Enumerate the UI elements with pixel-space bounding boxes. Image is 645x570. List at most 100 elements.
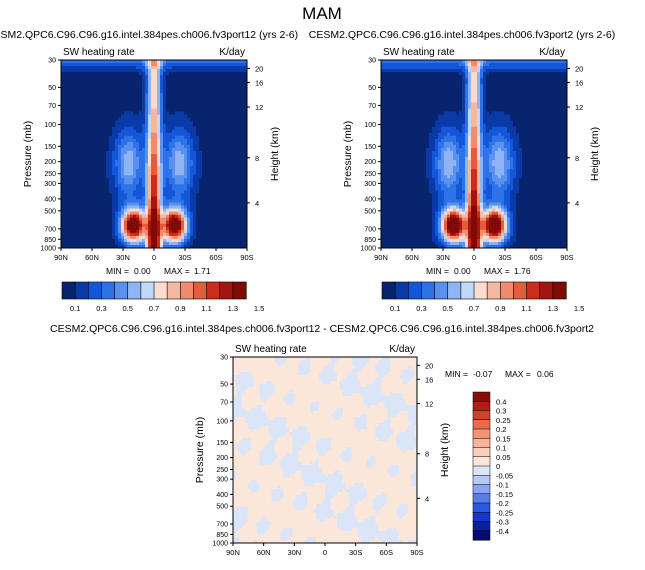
x-tick-label: 90N: [374, 253, 388, 262]
panel-title: CESM2.QPC6.C96.C96.g16.intel.384pes.ch00…: [0, 29, 298, 41]
y-tick-label: 700: [216, 522, 228, 529]
x-tick-label: 60S: [529, 253, 542, 262]
min-value: 0.00: [454, 266, 471, 276]
y-axis-label-right: Height (km): [589, 127, 601, 181]
y-right-tick-label: 16: [255, 79, 263, 88]
y-tick-label: 500: [364, 208, 376, 215]
panel-subtitle-right: K/day: [219, 47, 245, 58]
y-axis-label-right: Height (km): [439, 423, 451, 477]
y-tick-label: 250: [364, 171, 376, 178]
y-tick-label: 250: [216, 467, 228, 474]
y-right-tick-label: 12: [575, 103, 583, 112]
y-tick-label: 1000: [360, 246, 376, 253]
max-value: 1.76: [514, 266, 531, 276]
y-tick-label: 30: [368, 58, 376, 65]
x-tick-label: 90S: [240, 253, 253, 262]
y-tick-label: 100: [44, 122, 56, 129]
panel-title: CESM2.QPC6.C96.C96.g16.intel.384pes.ch00…: [309, 29, 615, 41]
colorbar-label: 1.1: [201, 304, 211, 313]
y-tick-label: 70: [220, 399, 228, 406]
y-tick-label: 150: [216, 440, 228, 447]
colorbar-label: -0.4: [496, 527, 509, 536]
x-tick-label: 0: [323, 548, 327, 557]
y-tick-label: 850: [44, 237, 56, 244]
x-tick-label: 30S: [178, 253, 191, 262]
max-label: MAX =: [484, 266, 510, 276]
right-panel: CESM2.QPC6.C96.C96.g16.intel.384pes.ch00…: [309, 29, 615, 313]
x-tick-label: 90N: [54, 253, 68, 262]
colorbar-box: [473, 429, 490, 439]
colorbar-box: [473, 522, 490, 532]
min-label: MIN =: [106, 266, 129, 276]
y-right-tick-label: 20: [425, 361, 433, 370]
y-tick-label: 1000: [40, 246, 56, 253]
y-tick-label: 50: [368, 85, 376, 92]
colorbar-label: 0.15: [496, 434, 511, 443]
y-right-tick-label: 16: [575, 79, 583, 88]
y-right-tick-label: 20: [255, 64, 263, 73]
y-right-tick-label: 4: [425, 494, 429, 503]
y-tick-label: 100: [364, 122, 376, 129]
colorbar-box: [180, 282, 193, 299]
colorbar-box: [382, 282, 395, 299]
colorbar-box: [141, 282, 154, 299]
colorbar-box: [75, 282, 88, 299]
colorbar-label: 0.7: [149, 304, 159, 313]
colorbar-box: [473, 494, 490, 504]
colorbar-label: 1.5: [254, 304, 264, 313]
y-right-tick-label: 8: [575, 154, 579, 163]
max-label: MAX =: [505, 369, 531, 379]
y-tick-label: 150: [364, 144, 376, 151]
colorbar-label: -0.2: [496, 499, 509, 508]
x-tick-label: 30S: [349, 548, 362, 557]
y-right-tick-label: 8: [255, 154, 259, 163]
y-tick-label: 100: [216, 418, 228, 425]
figure-title: MAM: [302, 4, 342, 23]
y-tick-label: 50: [220, 382, 228, 389]
colorbar-label: 0.2: [496, 425, 506, 434]
x-tick-label: 0: [152, 253, 156, 262]
colorbar-box: [473, 512, 490, 522]
colorbar-label: 0.9: [495, 304, 505, 313]
y-right-tick-label: 8: [425, 450, 429, 459]
left-panel: CESM2.QPC6.C96.C96.g16.intel.384pes.ch00…: [0, 29, 298, 313]
x-tick-label: 60N: [85, 253, 99, 262]
colorbar-box: [473, 420, 490, 430]
heatmap-field: [61, 60, 247, 248]
colorbar-box: [473, 466, 490, 476]
y-right-tick-label: 4: [255, 199, 259, 208]
colorbar-label: 0.3: [496, 407, 506, 416]
x-tick-label: 90S: [560, 253, 573, 262]
colorbar-label: -0.1: [496, 481, 509, 490]
min-label: MIN =: [445, 369, 468, 379]
colorbar-label: -0.25: [496, 508, 513, 517]
min-value: 0.00: [134, 266, 151, 276]
colorbar-label: 0.1: [496, 444, 506, 453]
heatmap-field: [233, 357, 417, 543]
panel-title: CESM2.QPC6.C96.C96.g16.intel.384pes.ch00…: [50, 323, 594, 335]
colorbar-box: [473, 503, 490, 513]
colorbar-box: [473, 392, 490, 402]
colorbar-label: 0.3: [416, 304, 426, 313]
x-tick-label: 90N: [226, 548, 240, 557]
max-value: 0.06: [537, 369, 554, 379]
colorbar-box: [553, 282, 566, 299]
colorbar-box: [500, 282, 513, 299]
x-tick-label: 30N: [287, 548, 301, 557]
colorbar-box: [527, 282, 540, 299]
colorbar-box: [101, 282, 114, 299]
colorbar-box: [207, 282, 220, 299]
panel-subtitle-left: SW heating rate: [63, 47, 135, 58]
colorbar-box: [167, 282, 180, 299]
y-tick-label: 200: [216, 455, 228, 462]
y-tick-label: 700: [364, 226, 376, 233]
colorbar-box: [461, 282, 474, 299]
colorbar-box: [115, 282, 128, 299]
colorbar-box: [473, 401, 490, 411]
y-tick-label: 850: [216, 532, 228, 539]
max-value: 1.71: [194, 266, 211, 276]
x-tick-label: 60N: [257, 548, 271, 557]
min-label: MIN =: [426, 266, 449, 276]
colorbar-box: [62, 282, 75, 299]
colorbar-label: 0.25: [496, 416, 511, 425]
